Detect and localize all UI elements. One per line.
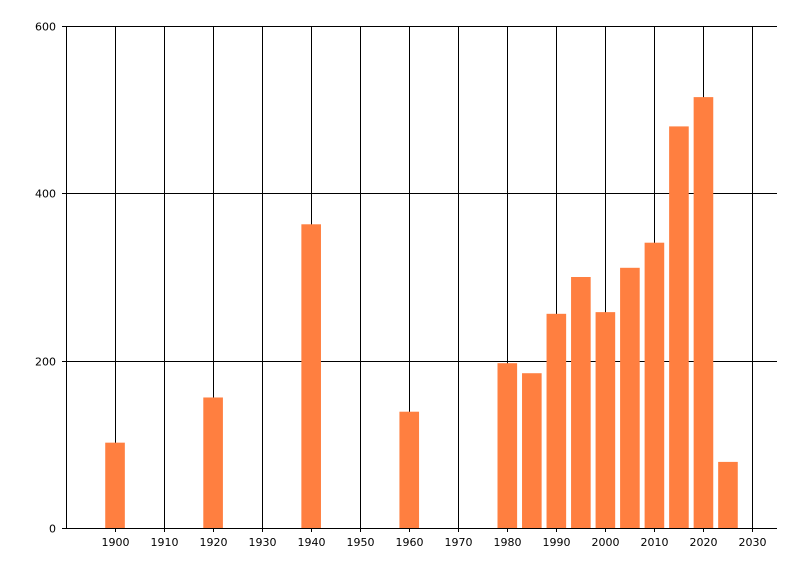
bar (718, 461, 738, 528)
x-tick-label: 1970 (445, 536, 473, 549)
x-tick-label: 1910 (151, 536, 179, 549)
x-tick-label: 1930 (249, 536, 277, 549)
x-tick-label: 1960 (396, 536, 424, 549)
x-tick-label: 2000 (592, 536, 620, 549)
x-tick-label: 1920 (200, 536, 228, 549)
x-tick-label: 2030 (739, 536, 767, 549)
bar (203, 397, 223, 528)
bar (105, 442, 125, 528)
bar (546, 313, 567, 528)
bar (522, 373, 542, 528)
bar (595, 312, 616, 528)
x-tick-label: 1990 (543, 536, 571, 549)
bar (644, 242, 665, 529)
bar (669, 126, 689, 529)
x-tick-label: 2020 (690, 536, 718, 549)
x-tick-label: 1950 (347, 536, 375, 549)
x-tick-label: 1940 (298, 536, 326, 549)
x-tick-label: 2010 (641, 536, 669, 549)
bars (105, 97, 738, 529)
bar (399, 411, 420, 528)
y-tick-label: 600 (35, 21, 56, 34)
tick-labels: 1900 1910 1920 1930 1940 1950 1960 1970 1980 1990… (35, 21, 767, 550)
bar (693, 97, 714, 528)
x-tick-label: 1900 (102, 536, 130, 549)
bar (301, 224, 321, 529)
bar (620, 267, 640, 528)
bar (497, 363, 518, 528)
y-tick-label: 0 (49, 523, 56, 536)
bar (571, 277, 591, 528)
x-tick-label: 1980 (494, 536, 522, 549)
axes (62, 26, 777, 532)
y-tick-label: 400 (35, 188, 56, 201)
y-tick-label: 200 (35, 356, 56, 369)
